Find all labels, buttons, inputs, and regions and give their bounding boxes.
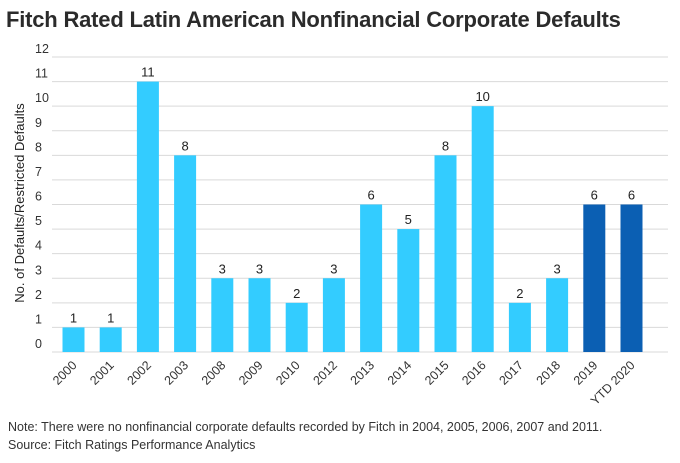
data-label: 11 [141,65,155,80]
bar-2000 [62,327,85,352]
y-tick-label: 7 [35,165,42,179]
data-label: 8 [442,138,449,153]
data-label: 1 [107,310,114,325]
x-tick-label: 2000 [50,358,80,388]
y-tick-label: 1 [35,312,42,326]
bar-2001 [99,327,122,352]
data-label: 6 [628,188,635,203]
y-tick-label: 3 [35,263,42,277]
x-tick-label: 2017 [496,358,526,388]
y-tick-label: 0 [35,337,42,351]
y-tick-label: 8 [35,140,42,154]
bar-2014 [397,229,420,352]
y-tick-label: 9 [35,116,42,130]
data-label: 3 [553,261,560,276]
bar-2009 [248,278,271,352]
y-axis-label: No. of Defaults/Restricted Defaults [12,103,27,303]
y-tick-label: 12 [35,42,49,56]
data-label: 6 [591,188,598,203]
data-label: 3 [219,261,226,276]
bar-2013 [360,204,383,352]
data-label: 5 [405,212,412,227]
x-tick-label: 2014 [385,358,415,388]
bar-2016 [471,106,494,353]
data-label: 6 [367,188,374,203]
x-tick-label: 2003 [162,358,192,388]
data-label: 8 [181,138,188,153]
data-label: 2 [516,286,523,301]
bars [62,81,643,353]
bar-2015 [434,155,457,352]
y-tick-label: 10 [35,91,49,105]
bar-2003 [174,155,197,352]
y-tick-label: 6 [35,190,42,204]
x-tick-label: 2016 [459,358,489,388]
x-tick-label: 2010 [273,358,303,388]
data-label: 10 [475,89,489,104]
bar-2019 [583,204,606,352]
bar-2017 [508,302,531,352]
x-tick-label: 2018 [534,358,564,388]
x-tick-label: 2019 [571,358,601,388]
x-tick-label: 2012 [310,358,340,388]
x-tick-label: 2001 [87,358,117,388]
bar-2012 [322,278,345,352]
x-tick-label: 2008 [199,358,229,388]
y-tick-label: 5 [35,214,42,228]
source-line: Source: Fitch Ratings Performance Analyt… [8,438,256,452]
data-label: 3 [256,261,263,276]
x-tick-label: 2009 [236,358,266,388]
bar-2002 [136,81,159,352]
data-label: 2 [293,286,300,301]
bar-ytd-2020 [620,204,643,352]
bar-2010 [285,302,308,352]
data-label: 1 [70,310,77,325]
x-tick-label: 2002 [124,358,154,388]
chart-footer: Note: There were no nonfinancial corpora… [8,418,602,454]
x-tick-label: 2013 [348,358,378,388]
x-axis-ticks: 2000 2001 2002 2003 2008 2009 2010 2012 2013 2014… [50,358,638,408]
bar-2018 [546,278,569,352]
chart-title: Fitch Rated Latin American Nonfinancial … [6,7,621,32]
bar-2008 [211,278,234,352]
x-tick-label: 2015 [422,358,452,388]
y-tick-label: 11 [35,67,48,81]
footnote: Note: There were no nonfinancial corpora… [8,420,603,434]
y-tick-label: 2 [35,288,42,302]
y-tick-label: 4 [35,239,42,253]
data-label: 3 [330,261,337,276]
